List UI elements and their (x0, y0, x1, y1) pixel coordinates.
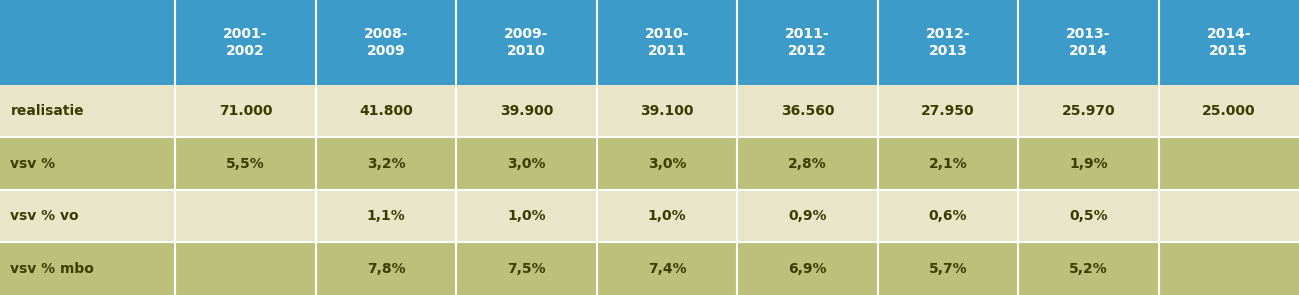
Bar (456, 242, 596, 295)
Bar (596, 190, 738, 242)
Bar (878, 190, 1018, 242)
Bar (175, 137, 316, 190)
Bar (316, 85, 456, 137)
Text: 36.560: 36.560 (781, 104, 834, 118)
Text: 2010-
2011: 2010- 2011 (644, 27, 690, 58)
Text: 71.000: 71.000 (218, 104, 273, 118)
Bar (316, 242, 456, 295)
Text: 3,0%: 3,0% (648, 157, 686, 171)
Text: 2012-
2013: 2012- 2013 (926, 27, 970, 58)
Text: 5,7%: 5,7% (929, 262, 968, 276)
Text: 5,2%: 5,2% (1069, 262, 1108, 276)
Bar (1159, 190, 1299, 242)
Bar (0, 85, 175, 137)
Bar (738, 190, 878, 242)
Text: 39.900: 39.900 (500, 104, 553, 118)
Bar (316, 190, 456, 242)
Text: 3,0%: 3,0% (507, 157, 546, 171)
Bar (456, 190, 596, 242)
Bar (175, 190, 316, 242)
Bar (456, 85, 596, 137)
Text: 25.970: 25.970 (1061, 104, 1115, 118)
Bar (175, 242, 316, 295)
Text: 2009-
2010: 2009- 2010 (504, 27, 548, 58)
Text: realisatie: realisatie (10, 104, 84, 118)
Text: 1,9%: 1,9% (1069, 157, 1108, 171)
Text: 2011-
2012: 2011- 2012 (785, 27, 830, 58)
Bar (738, 85, 878, 137)
Bar (0, 242, 175, 295)
Text: 2013-
2014: 2013- 2014 (1066, 27, 1111, 58)
Bar (738, 137, 878, 190)
Bar (1159, 242, 1299, 295)
Bar (0, 0, 1299, 85)
Text: vsv %: vsv % (10, 157, 56, 171)
Text: 7,5%: 7,5% (507, 262, 546, 276)
Bar (738, 242, 878, 295)
Text: 5,5%: 5,5% (226, 157, 265, 171)
Text: 2014-
2015: 2014- 2015 (1207, 27, 1251, 58)
Text: 2,1%: 2,1% (929, 157, 968, 171)
Bar (1018, 190, 1159, 242)
Text: 2001-
2002: 2001- 2002 (223, 27, 268, 58)
Text: 25.000: 25.000 (1202, 104, 1256, 118)
Text: 41.800: 41.800 (359, 104, 413, 118)
Text: vsv % mbo: vsv % mbo (10, 262, 95, 276)
Bar (1018, 242, 1159, 295)
Text: 2,8%: 2,8% (788, 157, 826, 171)
Text: 2008-
2009: 2008- 2009 (364, 27, 408, 58)
Bar (1159, 137, 1299, 190)
Text: 39.100: 39.100 (640, 104, 694, 118)
Bar (878, 137, 1018, 190)
Bar (878, 85, 1018, 137)
Bar (1159, 85, 1299, 137)
Bar (1018, 137, 1159, 190)
Bar (878, 242, 1018, 295)
Text: 6,9%: 6,9% (788, 262, 826, 276)
Bar (0, 190, 175, 242)
Text: vsv % vo: vsv % vo (10, 209, 79, 223)
Bar (0, 137, 175, 190)
Text: 1,0%: 1,0% (507, 209, 546, 223)
Text: 27.950: 27.950 (921, 104, 974, 118)
Bar (596, 85, 738, 137)
Text: 0,5%: 0,5% (1069, 209, 1108, 223)
Bar (175, 85, 316, 137)
Text: 0,9%: 0,9% (788, 209, 826, 223)
Text: 7,4%: 7,4% (648, 262, 686, 276)
Text: 3,2%: 3,2% (366, 157, 405, 171)
Bar (596, 242, 738, 295)
Bar (456, 137, 596, 190)
Bar (316, 137, 456, 190)
Text: 0,6%: 0,6% (929, 209, 968, 223)
Bar (1018, 85, 1159, 137)
Text: 1,1%: 1,1% (366, 209, 405, 223)
Bar (596, 137, 738, 190)
Text: 1,0%: 1,0% (648, 209, 686, 223)
Text: 7,8%: 7,8% (366, 262, 405, 276)
